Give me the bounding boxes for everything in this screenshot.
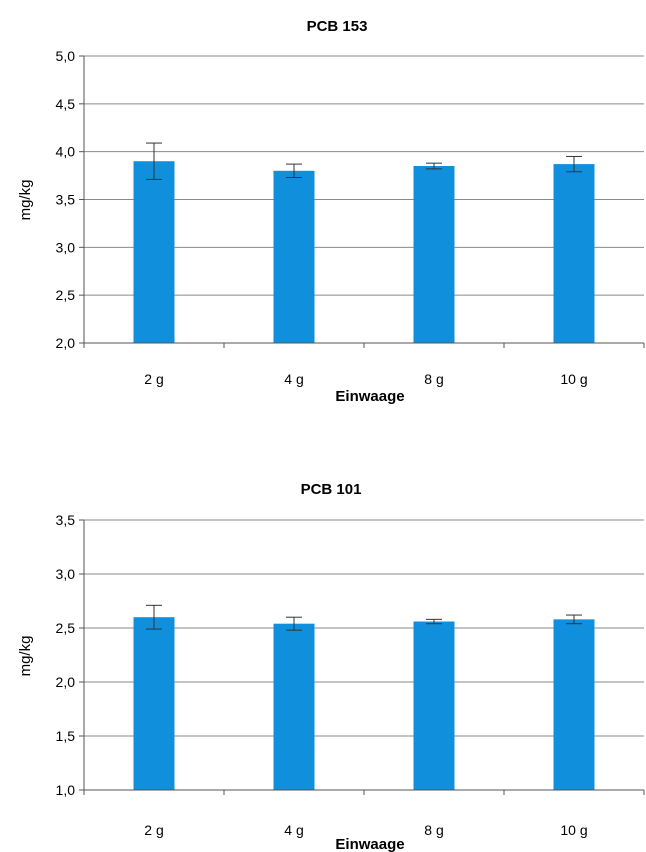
bar (133, 161, 175, 343)
y-tick-label: 5,0 (56, 48, 76, 64)
y-axis-label: mg/kg (17, 180, 34, 221)
error-bar (146, 142, 162, 180)
bar (133, 617, 175, 790)
bar (273, 623, 315, 790)
bar (553, 164, 595, 343)
bar (553, 619, 595, 790)
error-bar (286, 163, 302, 178)
x-tick-label: 10 g (560, 371, 587, 387)
error-bar (286, 616, 302, 631)
y-tick-label: 2,5 (56, 620, 76, 636)
error-bar (146, 604, 162, 630)
y-tick-label: 3,5 (56, 192, 76, 208)
x-tick-label: 10 g (560, 822, 587, 838)
y-tick-label: 2,5 (56, 287, 76, 303)
x-tick-label: 8 g (424, 371, 443, 387)
y-tick-label: 4,5 (56, 96, 76, 112)
x-tick-label: 8 g (424, 822, 443, 838)
x-axis-label: Einwaage (335, 388, 404, 405)
x-tick-label: 2 g (144, 822, 163, 838)
error-bar (566, 155, 582, 173)
y-tick-label: 1,0 (56, 782, 76, 798)
x-axis-label: Einwaage (335, 836, 404, 852)
chart-pcb-101: PCB 101 mg/kg Einwaage 1,0 1,5 2,0 2,5 3,0 3,… (0, 460, 646, 852)
bar (413, 621, 455, 790)
x-tick-label: 4 g (284, 371, 303, 387)
y-axis-label: mg/kg (17, 636, 34, 677)
y-tick-label: 4,0 (56, 144, 76, 160)
chart-title: PCB 101 (301, 481, 362, 498)
error-bar (566, 614, 582, 625)
error-bar (426, 162, 442, 170)
x-tick-label: 4 g (284, 822, 303, 838)
y-tick-label: 3,5 (56, 512, 76, 528)
y-tick-label: 3,0 (56, 566, 76, 582)
bar (413, 166, 455, 343)
chart-pcb-153-svg: PCB 153 mg/kg Einwaage 2,0 2,5 3,0 3,5 4,0 4,… (17, 18, 645, 405)
y-tick-label: 2,0 (56, 335, 76, 351)
error-bar (426, 618, 442, 625)
y-tick-label: 1,5 (56, 728, 76, 744)
chart-pcb-153: PCB 153 mg/kg Einwaage 2,0 2,5 3,0 3,5 4,0 4,… (0, 0, 646, 420)
x-tick-label: 2 g (144, 371, 163, 387)
bar (273, 170, 315, 343)
y-tick-label: 2,0 (56, 674, 76, 690)
y-tick-label: 3,0 (56, 239, 76, 255)
chart-title: PCB 153 (307, 18, 368, 35)
chart-pcb-101-svg: PCB 101 mg/kg Einwaage 1,0 1,5 2,0 2,5 3,0 3,… (17, 481, 645, 852)
